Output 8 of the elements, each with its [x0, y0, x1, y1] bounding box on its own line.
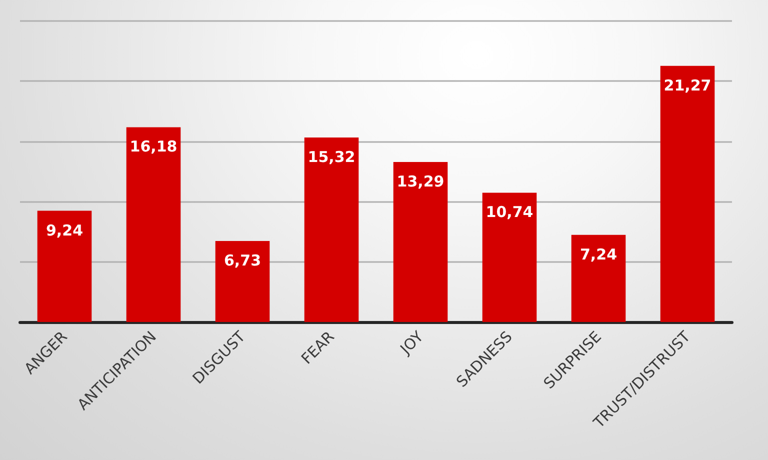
data-label: 13,29 — [396, 172, 444, 190]
data-label: 16,18 — [130, 138, 178, 156]
data-label: 15,32 — [308, 148, 356, 166]
data-label: 7,24 — [580, 245, 618, 264]
data-label: 9,24 — [46, 221, 84, 240]
data-label: 21,27 — [664, 76, 712, 94]
data-label: 6,73 — [224, 251, 262, 270]
data-label: 10,74 — [486, 203, 534, 222]
